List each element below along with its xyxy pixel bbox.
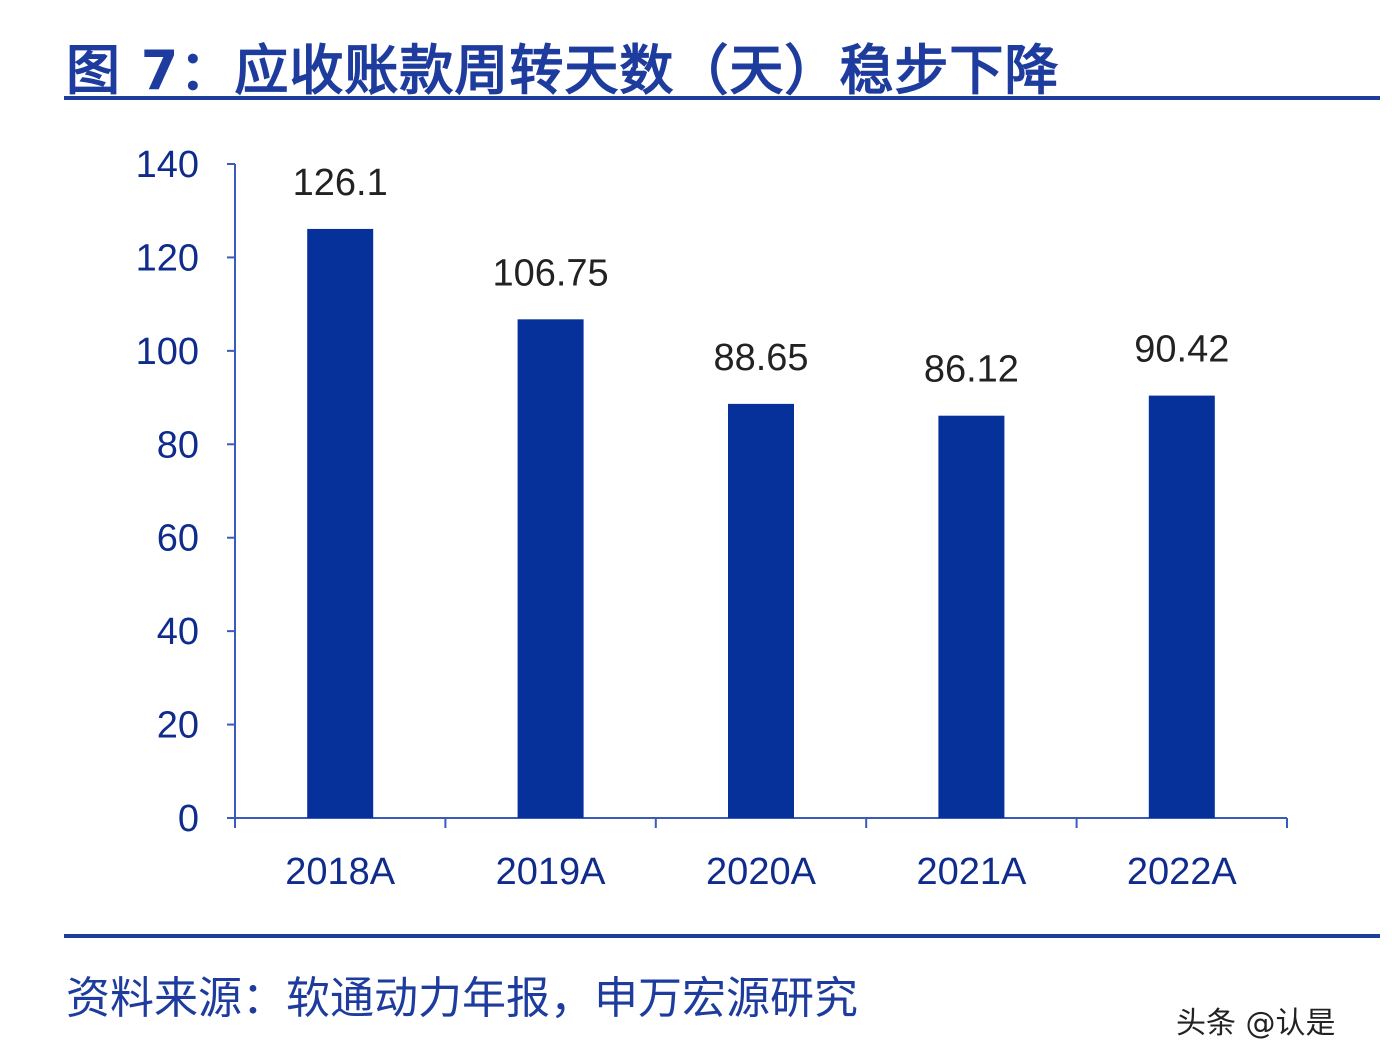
y-tick-label: 140 [136,144,199,186]
x-tick-label-2018A: 2018A [285,851,396,893]
data-label-2020A: 88.65 [713,337,808,379]
source-note: 资料来源：软通动力年报，申万宏源研究 [66,973,858,1024]
x-tick-label-2021A: 2021A [916,851,1027,893]
y-tick-label: 60 [157,518,199,560]
y-tick-label: 20 [157,705,199,747]
y-tick-label: 120 [136,237,199,279]
data-label-2022A: 90.42 [1134,329,1229,371]
x-tick-label-2020A: 2020A [706,851,817,893]
bar-2021A [938,415,1005,818]
title-divider [64,96,1380,100]
data-label-2021A: 86.12 [924,349,1019,391]
bar-2019A [517,319,584,818]
bar-2018A [307,228,374,818]
axes: 0 20 40 60 80 100 120 140 [136,144,1288,840]
x-tick-label-2019A: 2019A [496,851,607,893]
watermark: 头条 @认是 [1176,1006,1336,1041]
bar-2020A [728,403,794,818]
y-tick-label: 0 [178,798,199,840]
labels: 126.1 2018A 106.75 2019A 88.65 2020A 86.12 2021… [285,162,1237,893]
figure-title: 图 7：应收账款周转天数（天）稳步下降 [66,39,1060,102]
y-tick-label: 40 [157,611,199,653]
x-tick-label-2022A: 2022A [1127,851,1238,893]
bars [307,228,1215,818]
data-label-2019A: 106.75 [492,252,608,294]
bar-2022A [1148,395,1215,818]
data-label-2018A: 126.1 [293,162,388,204]
source-divider [64,934,1380,938]
y-tick-label: 100 [136,331,199,373]
y-tick-label: 80 [157,424,199,466]
